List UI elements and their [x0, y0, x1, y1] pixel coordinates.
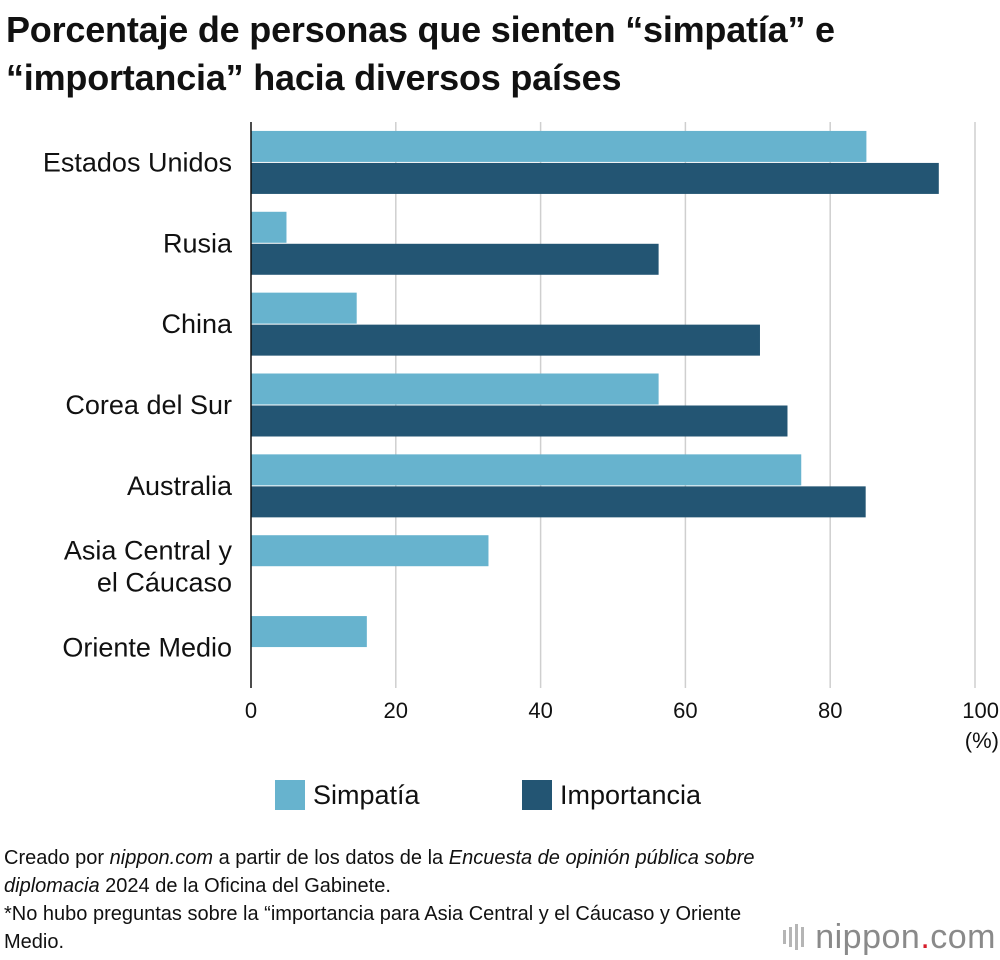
category-labels: Estados Unidos Rusia China Corea del Sur Aus… — [43, 147, 233, 662]
chart-plot: Estados Unidos Rusia China Corea del Sur Aus… — [43, 122, 999, 753]
legend-label-importancia: Importancia — [560, 779, 702, 810]
bar-simpatia — [251, 373, 659, 405]
category-label: Estados Unidos — [43, 147, 232, 177]
x-tick-labels: 0 20 40 60 80 100 — [245, 698, 999, 723]
bar-simpatia — [251, 454, 802, 486]
bar-importancia — [251, 486, 866, 518]
brand-name: nippon.com — [815, 917, 996, 956]
category-label: Rusia — [163, 228, 233, 258]
chart-title: Porcentaje de personas que sienten “simp… — [6, 9, 835, 98]
legend-swatch-simpatia — [275, 780, 305, 810]
bar-importancia — [251, 405, 788, 437]
legend-item-simpatia: Simpatía — [275, 772, 420, 818]
bar-importancia — [251, 243, 659, 275]
brand-logo: nippon.com — [783, 917, 996, 957]
bar-simpatia — [251, 535, 489, 567]
category-label: China — [161, 309, 233, 339]
bar-importancia — [251, 324, 760, 356]
x-tick-label: 100 — [962, 698, 999, 723]
footnote-note: *No hubo preguntas sobre la “importancia… — [4, 903, 742, 953]
x-tick-label: 80 — [818, 698, 842, 723]
bar-simpatia — [251, 211, 287, 243]
bar-simpatia — [251, 130, 867, 162]
bars — [251, 130, 939, 648]
x-tick-label: 0 — [245, 698, 257, 723]
legend-label-simpatia: Simpatía — [313, 779, 420, 810]
x-axis-unit: (%) — [965, 728, 999, 753]
grid-lines — [395, 122, 976, 688]
x-tick-label: 40 — [528, 698, 552, 723]
logo-bars-icon — [783, 924, 807, 950]
bar-simpatia — [251, 616, 367, 648]
legend-item-importancia: Importancia — [522, 772, 701, 818]
category-label: Asia Central y — [64, 536, 233, 566]
x-tick-label: 60 — [673, 698, 697, 723]
legend-swatch-importancia — [522, 780, 552, 810]
category-label: el Cáucaso — [97, 568, 232, 598]
category-label: Oriente Medio — [62, 633, 232, 663]
footnote: Creado por nippon.com a partir de los da… — [4, 844, 764, 956]
legend: Simpatía Importancia — [0, 772, 1000, 818]
category-label: Corea del Sur — [65, 390, 232, 420]
footnote-source: Creado por nippon.com a partir de los da… — [4, 847, 755, 897]
bar-importancia — [251, 162, 939, 194]
category-label: Australia — [127, 471, 233, 501]
x-tick-label: 20 — [384, 698, 408, 723]
bar-simpatia — [251, 292, 357, 324]
